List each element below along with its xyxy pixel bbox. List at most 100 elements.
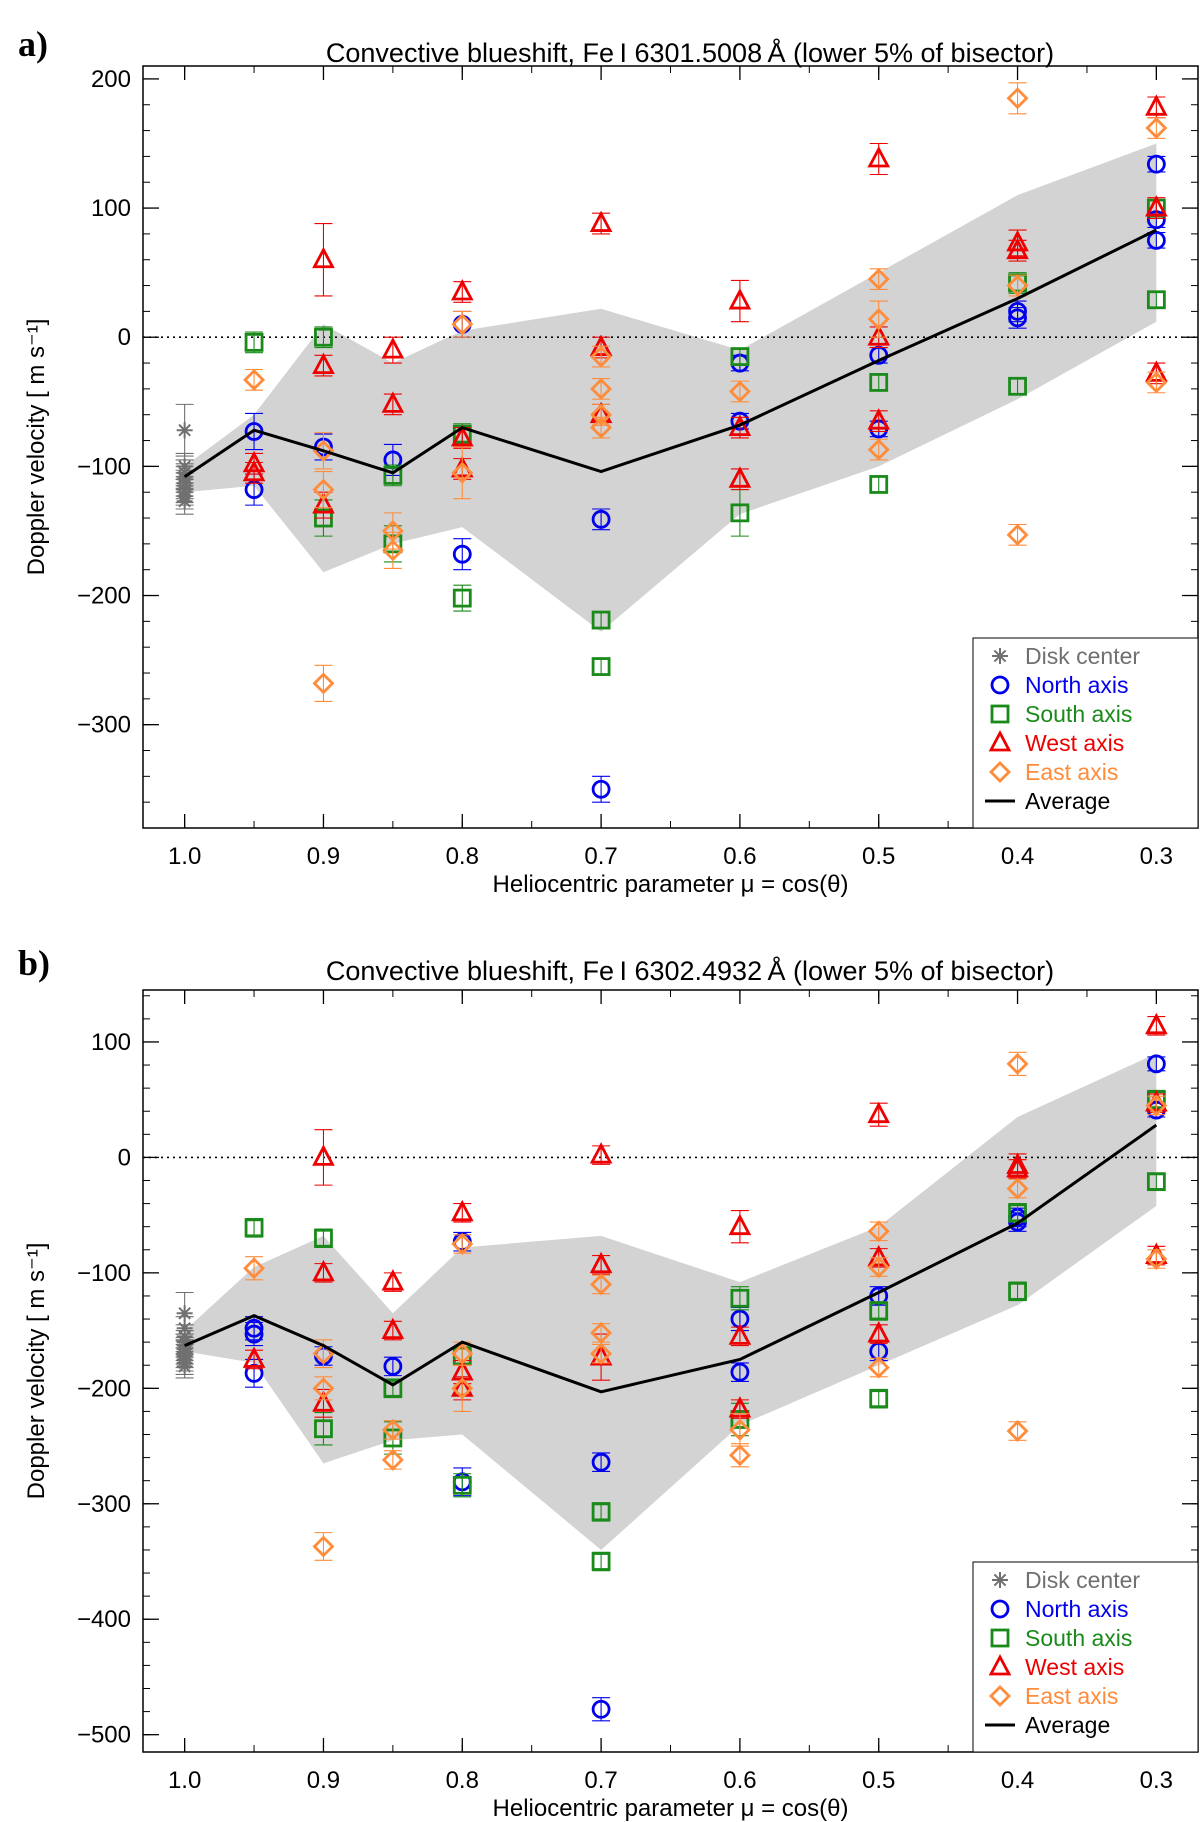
data-point <box>728 1418 751 1441</box>
data-point <box>383 1378 403 1398</box>
y-axis-label: Doppler velocity [ m s⁻¹] <box>23 1243 50 1500</box>
error-bar <box>245 1218 264 1238</box>
data-point <box>450 424 474 447</box>
x-tick-label: 0.5 <box>862 1767 895 1794</box>
legend-marker <box>990 704 1010 724</box>
data-point <box>312 1144 335 1166</box>
data-point <box>1146 1172 1166 1192</box>
legend-label: Average <box>1025 1712 1110 1738</box>
data-point <box>381 1317 405 1339</box>
data-point <box>589 1142 613 1164</box>
legend-item: South axis <box>990 701 1132 727</box>
data-point <box>381 539 404 562</box>
legend-label: East axis <box>1025 1683 1118 1709</box>
legend-marker <box>989 761 1011 783</box>
data-point <box>591 779 611 799</box>
data-point <box>591 1699 611 1719</box>
legend-box <box>972 1561 1199 1753</box>
chart-title: Convective blueshift, Fe I 6301.5008 Å (… <box>326 37 1054 68</box>
data-point <box>591 657 611 676</box>
legend-item: Disk center <box>992 643 1140 669</box>
data-point <box>1008 308 1027 328</box>
data-point <box>381 391 405 413</box>
legend-item: South axis <box>990 1625 1132 1651</box>
data-point <box>1006 274 1029 297</box>
error-bar <box>592 1551 611 1572</box>
data-point <box>869 1301 889 1321</box>
data-point <box>867 145 891 168</box>
data-point <box>451 461 474 484</box>
series-disk-center <box>175 403 194 515</box>
data-point <box>590 345 613 368</box>
legend-item: West axis <box>988 1654 1124 1680</box>
y-tick-label: 100 <box>91 1029 131 1056</box>
error-bar <box>383 531 402 569</box>
data-point <box>590 1321 613 1344</box>
data-point <box>242 1346 266 1368</box>
data-point <box>589 1251 613 1274</box>
data-point <box>450 1199 474 1222</box>
legend-marker <box>990 675 1010 695</box>
error-bar <box>869 300 888 338</box>
plot-area <box>143 82 1198 803</box>
error-bar <box>453 538 472 571</box>
data-point <box>1006 523 1029 546</box>
data-point <box>312 352 335 375</box>
data-point <box>730 503 750 523</box>
data-point <box>591 1502 611 1522</box>
data-point <box>728 288 752 310</box>
x-axis-label: Heliocentric parameter μ = cos(θ) <box>493 1795 849 1822</box>
x-tick-label: 0.3 <box>1140 1767 1173 1794</box>
spread-band <box>184 143 1157 632</box>
legend-label: North axis <box>1025 672 1129 698</box>
legend-marker <box>992 648 1008 664</box>
x-tick-label: 0.5 <box>862 843 895 870</box>
spread-band <box>184 1053 1157 1550</box>
y-tick-label: 100 <box>91 195 131 222</box>
data-point <box>1006 1052 1029 1075</box>
series-disk-center <box>175 1291 194 1379</box>
legend-label: North axis <box>1025 1596 1129 1622</box>
data-point <box>730 347 750 366</box>
data-point <box>1146 230 1166 250</box>
legend-marker <box>988 1654 1012 1676</box>
data-point <box>1008 1203 1027 1223</box>
data-point <box>728 380 751 403</box>
data-point <box>867 1220 890 1243</box>
legend-box <box>972 637 1199 829</box>
data-point <box>312 672 335 695</box>
data-point <box>176 1358 193 1375</box>
data-point <box>383 466 403 485</box>
data-point <box>1006 1420 1029 1443</box>
data-point <box>314 1419 333 1439</box>
data-point <box>867 1321 891 1343</box>
data-point <box>312 492 335 514</box>
legend-marker <box>992 1572 1008 1588</box>
data-point <box>452 588 472 608</box>
data-point <box>730 1288 750 1308</box>
data-point <box>1006 87 1029 110</box>
x-tick-label: 0.6 <box>723 1767 756 1794</box>
legend-item: East axis <box>989 1683 1118 1709</box>
data-point <box>867 324 891 346</box>
legend-item: North axis <box>990 672 1129 698</box>
legend-label: South axis <box>1025 701 1132 727</box>
data-point <box>452 1475 472 1495</box>
y-tick-label: −300 <box>77 1491 131 1518</box>
data-point <box>590 1342 613 1365</box>
error-bar <box>383 1450 402 1470</box>
data-point <box>176 493 193 510</box>
x-tick-label: 0.4 <box>1001 843 1034 870</box>
data-point <box>381 337 405 359</box>
panel-letter: b) <box>18 943 50 983</box>
data-point <box>1008 376 1027 396</box>
data-point <box>728 1444 751 1467</box>
data-point <box>1146 290 1166 310</box>
legend-item: West axis <box>988 730 1124 756</box>
data-point <box>176 422 193 439</box>
data-point <box>1146 1054 1166 1074</box>
data-point <box>314 327 333 347</box>
data-point <box>869 1389 889 1409</box>
data-point <box>381 1269 405 1291</box>
